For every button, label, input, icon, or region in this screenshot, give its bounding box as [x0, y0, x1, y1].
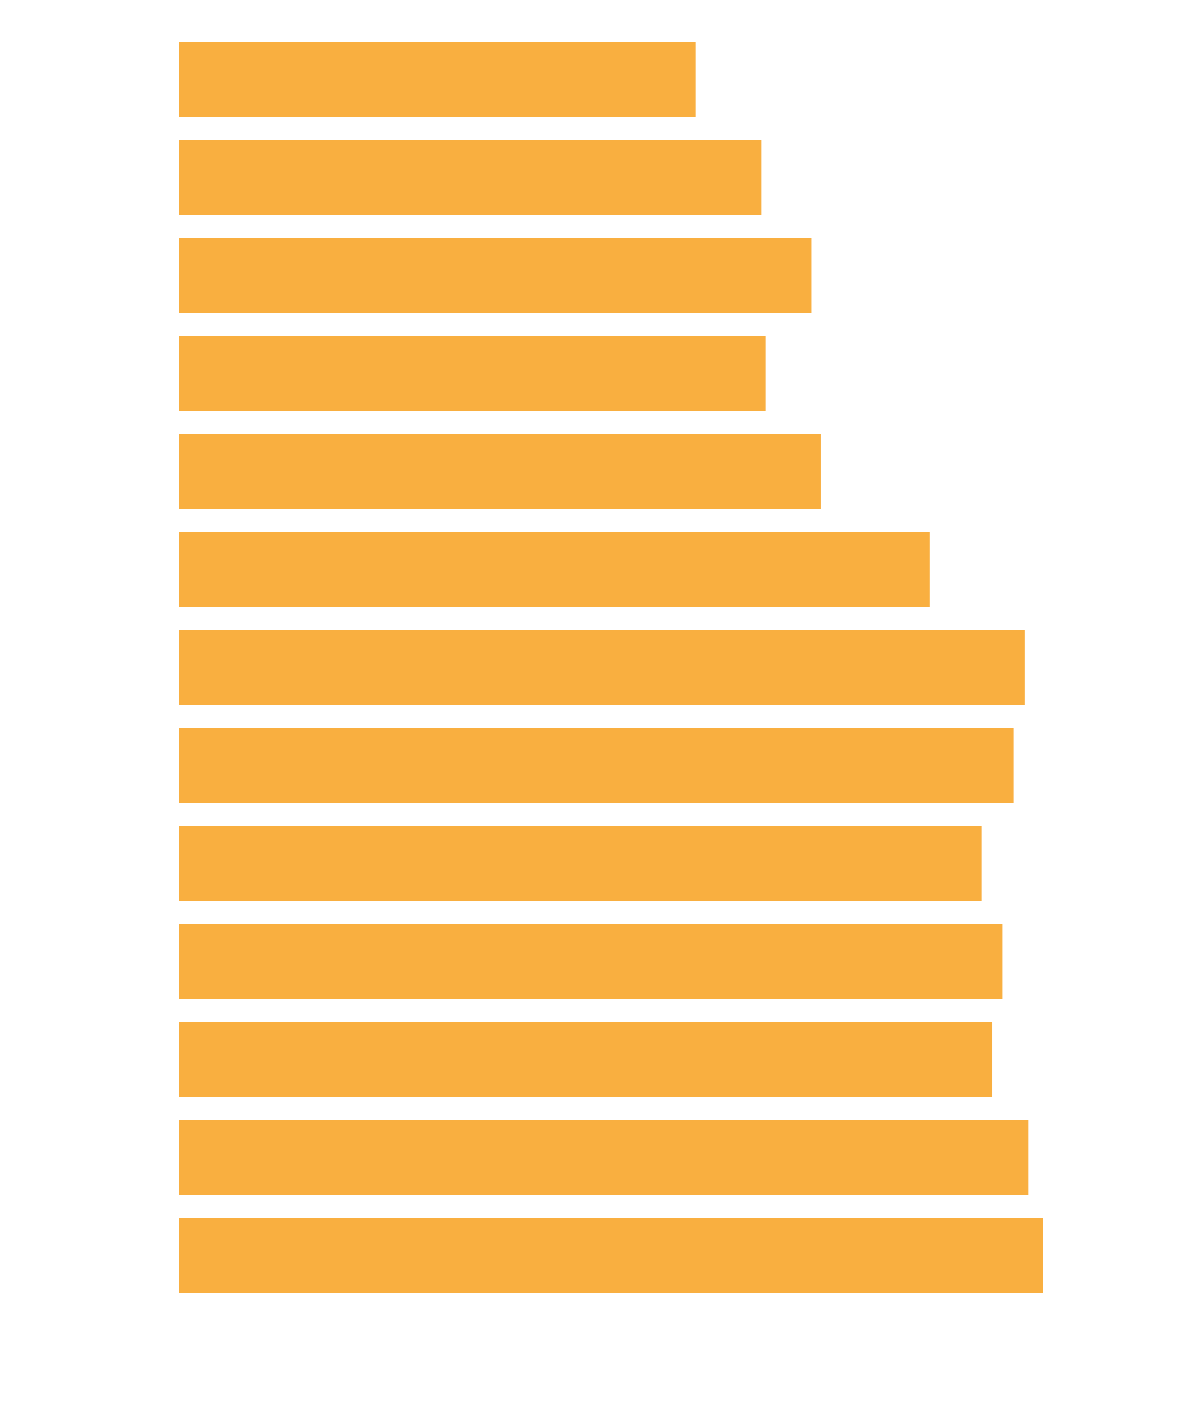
bar-10 — [179, 924, 1003, 999]
bar-8 — [179, 728, 1014, 803]
bar-4 — [179, 336, 766, 411]
bar-9 — [179, 826, 982, 901]
bar-5 — [179, 434, 821, 509]
bars-group — [179, 42, 1043, 1293]
bar-2 — [179, 140, 762, 215]
bar-7 — [179, 630, 1025, 705]
bar-11 — [179, 1022, 993, 1097]
bar-3 — [179, 238, 812, 313]
bar-13 — [179, 1218, 1043, 1293]
bar-6 — [179, 532, 930, 607]
bar-1 — [179, 42, 696, 117]
bar-12 — [179, 1120, 1029, 1195]
